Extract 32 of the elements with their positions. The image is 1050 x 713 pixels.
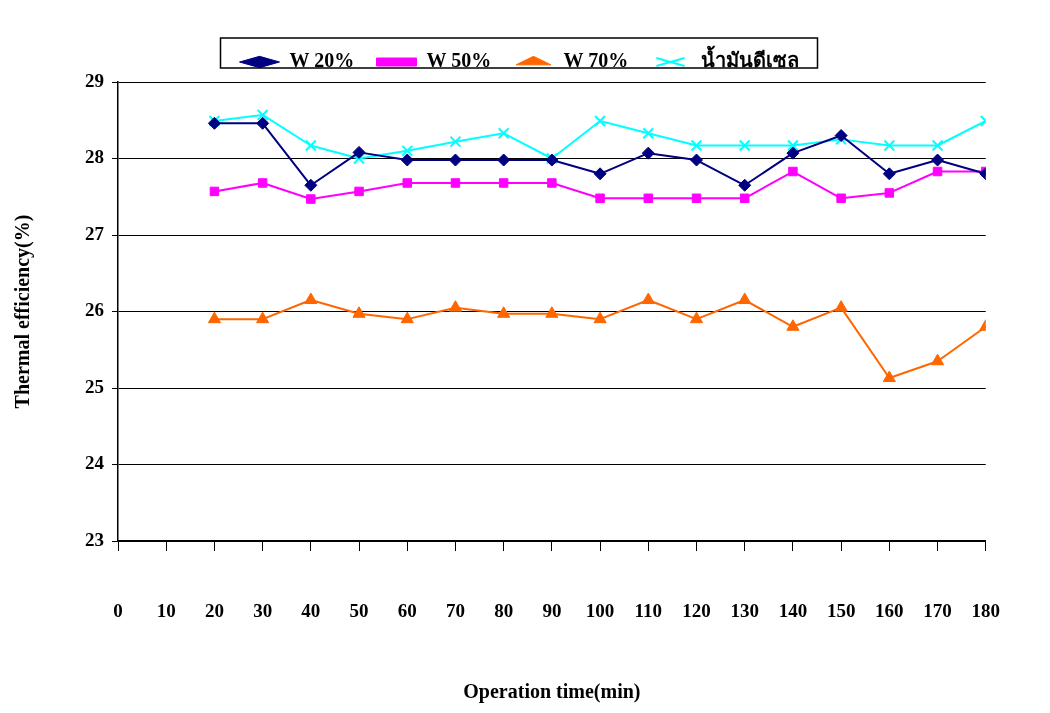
legend-label: น้ำมันดีเซล	[700, 45, 799, 72]
x-tick-label: 110	[634, 600, 663, 622]
y-tick-label: 28	[85, 146, 104, 168]
x-tick-label: 120	[682, 600, 711, 622]
y-tick-label: 24	[85, 452, 105, 474]
x-tick-label: 130	[730, 600, 759, 622]
x-tick-label: 180	[971, 600, 1000, 622]
legend-label: W 50%	[426, 49, 492, 72]
x-tick-label: 10	[156, 600, 176, 622]
x-tick-label: 80	[494, 600, 514, 622]
x-axis-title: Operation time(min)	[463, 680, 641, 704]
x-tick-label: 150	[826, 600, 856, 622]
legend-label: W 20%	[289, 49, 355, 72]
y-axis-title: Thermal efficiency(%)	[11, 214, 35, 409]
x-tick-label: 100	[585, 600, 615, 622]
x-tick-label: 90	[542, 600, 562, 622]
x-tick-label: 30	[253, 600, 273, 622]
x-tick-label: 60	[397, 600, 417, 622]
legend-label: W 70%	[563, 49, 629, 72]
y-tick-label: 29	[85, 69, 104, 91]
y-tick-label: 25	[85, 375, 104, 397]
x-tick-label: 50	[349, 600, 369, 622]
x-tick-label: 170	[923, 600, 952, 622]
x-tick-label: 40	[301, 600, 321, 622]
x-tick-label: 0	[113, 600, 123, 622]
x-tick-label: 160	[875, 600, 904, 622]
x-tick-label: 70	[445, 600, 465, 622]
x-tick-label: 140	[778, 600, 808, 622]
y-tick-label: 23	[85, 528, 104, 550]
x-tick-label: 20	[204, 600, 224, 622]
y-tick-label: 27	[85, 222, 105, 244]
y-tick-label: 26	[85, 299, 104, 321]
